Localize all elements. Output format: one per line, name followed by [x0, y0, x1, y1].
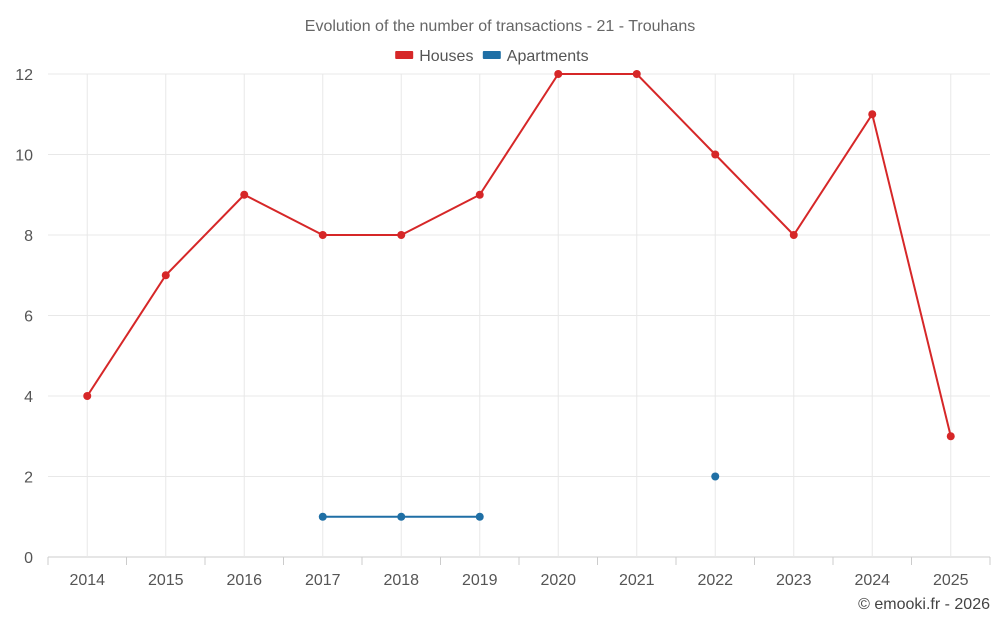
data-point[interactable] — [711, 150, 720, 159]
y-tick-label: 6 — [24, 309, 33, 326]
data-point[interactable] — [240, 190, 249, 199]
legend-swatch — [395, 51, 414, 59]
legend-label: Apartments — [507, 48, 589, 65]
y-tick-label: 2 — [24, 470, 33, 487]
data-point[interactable] — [318, 231, 327, 239]
data-point[interactable] — [161, 271, 170, 280]
data-point[interactable] — [475, 190, 484, 199]
series-apartments — [318, 472, 720, 521]
x-tick-label: 2014 — [69, 572, 105, 589]
x-tick-label: 2025 — [933, 572, 969, 589]
x-tick-label: 2023 — [776, 572, 812, 589]
data-point[interactable] — [711, 472, 720, 481]
x-tick-label: 2016 — [226, 572, 262, 589]
data-point[interactable] — [397, 231, 406, 239]
x-tick-label: 2022 — [697, 572, 733, 589]
chart-title: Evolution of the number of transactions … — [305, 18, 695, 35]
data-point[interactable] — [868, 110, 877, 119]
y-axis: 0 2 4 6 8 10 12 — [15, 67, 33, 567]
data-point[interactable] — [554, 70, 563, 78]
data-point[interactable] — [83, 392, 92, 400]
y-tick-label: 8 — [24, 228, 33, 245]
grid — [48, 73, 990, 558]
x-tick-label: 2015 — [148, 572, 184, 589]
data-point[interactable] — [789, 231, 798, 239]
data-point[interactable] — [632, 70, 641, 78]
x-axis: 2014 2015 2016 2017 2018 2019 2020 2021 2022 2023… — [47, 557, 991, 589]
y-tick-label: 12 — [15, 67, 33, 84]
legend-item-apartments[interactable]: Apartments — [482, 48, 589, 65]
y-tick-label: 0 — [24, 550, 33, 567]
x-tick-label: 2018 — [383, 572, 419, 589]
x-tick-label: 2020 — [540, 572, 576, 589]
legend-swatch — [482, 51, 501, 59]
x-tick-label: 2017 — [305, 572, 341, 589]
data-point[interactable] — [946, 432, 955, 441]
credit-text: © emooki.fr - 2026 — [858, 596, 990, 613]
legend-label: Houses — [419, 48, 473, 65]
x-tick-label: 2019 — [462, 572, 498, 589]
data-point[interactable] — [397, 512, 406, 521]
x-tick-label: 2021 — [619, 572, 655, 589]
legend: Houses Apartments — [395, 48, 589, 65]
series-layer — [83, 70, 955, 521]
y-tick-label: 10 — [15, 148, 33, 165]
legend-item-houses[interactable]: Houses — [395, 48, 473, 65]
series-line — [86, 73, 952, 437]
data-point[interactable] — [475, 512, 484, 521]
x-tick-label: 2024 — [854, 572, 890, 589]
data-point[interactable] — [318, 512, 327, 521]
series-houses — [83, 70, 955, 441]
y-tick-label: 4 — [24, 389, 33, 406]
